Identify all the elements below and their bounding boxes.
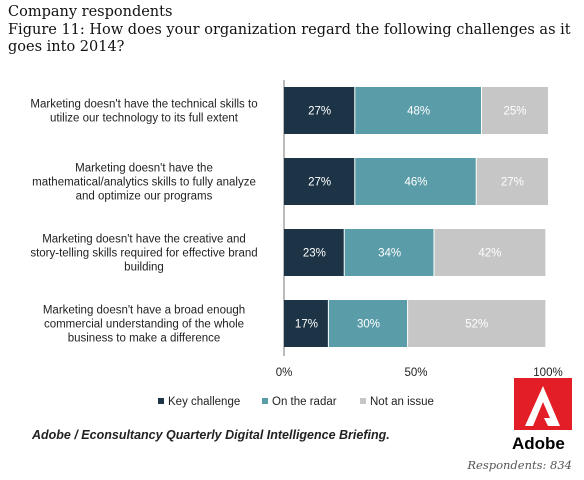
category-label-line: mathematical/analytics skills to fully a… [32, 177, 256, 189]
category-label: Marketing doesn't have the creative and s… [30, 234, 257, 274]
data-label: 23% [303, 248, 326, 260]
bar-segment [344, 229, 434, 276]
source-note: Adobe / Econsultancy Quarterly Digital I… [32, 428, 390, 442]
category-label-line: commercial understanding of the whole [44, 319, 244, 331]
adobe-logo-text: Adobe [512, 434, 565, 453]
bar-segment [284, 300, 328, 347]
bar-segment [284, 87, 355, 134]
category-label-line: building [124, 262, 164, 274]
category-label: Marketing doesn't have the mathematical/a… [32, 163, 256, 203]
chart-title: Figure 11: How does your organization re… [8, 22, 571, 55]
data-label: 17% [295, 319, 318, 331]
category-label-line: and optimize our programs [76, 191, 213, 203]
category-label-line: Marketing doesn't have the technical ski… [30, 99, 257, 111]
legend-swatch [158, 398, 164, 404]
bar-segment [434, 229, 546, 276]
bar-segment [476, 158, 548, 205]
data-label: 27% [501, 177, 524, 189]
data-label: 42% [478, 248, 501, 260]
bar-segment [284, 229, 344, 276]
data-label: 48% [407, 106, 430, 118]
data-label: 30% [357, 319, 380, 331]
legend-label: On the radar [272, 396, 337, 408]
data-label: 27% [308, 106, 331, 118]
data-label: 34% [378, 248, 401, 260]
category-label-line: story-telling skills required for effect… [30, 248, 257, 260]
respondents-note: Respondents: 834 [467, 458, 572, 472]
legend-label: Not an issue [370, 396, 434, 408]
legend-swatch [262, 398, 268, 404]
chart-subtitle: Company respondents [8, 4, 173, 20]
category-label-line: utilize our technology to its full exten… [50, 113, 239, 125]
category-label-line: Marketing doesn't have a broad enough [43, 305, 245, 317]
adobe-logo-icon [514, 378, 572, 430]
bar-segment [408, 300, 546, 347]
x-tick-label: 0% [276, 367, 293, 379]
category-label: Marketing doesn't have the technical ski… [30, 99, 257, 125]
legend-swatch [360, 398, 366, 404]
x-tick-label: 100% [533, 367, 562, 379]
x-tick-label: 50% [404, 367, 427, 379]
category-label: Marketing doesn't have a broad enough com… [43, 305, 245, 345]
data-label: 46% [404, 177, 427, 189]
bar-segment [355, 87, 481, 134]
data-label: 25% [503, 106, 526, 118]
legend-label: Key challenge [168, 396, 240, 408]
bar-segment [355, 158, 476, 205]
data-label: 27% [308, 177, 331, 189]
category-label-line: Marketing doesn't have the [75, 163, 213, 175]
bar-segment [328, 300, 408, 347]
bar-segment [284, 158, 355, 205]
category-label-line: Marketing doesn't have the creative and [42, 234, 246, 246]
bar-segment [482, 87, 548, 134]
data-label: 52% [465, 319, 488, 331]
category-label-line: business to make a difference [68, 333, 221, 345]
